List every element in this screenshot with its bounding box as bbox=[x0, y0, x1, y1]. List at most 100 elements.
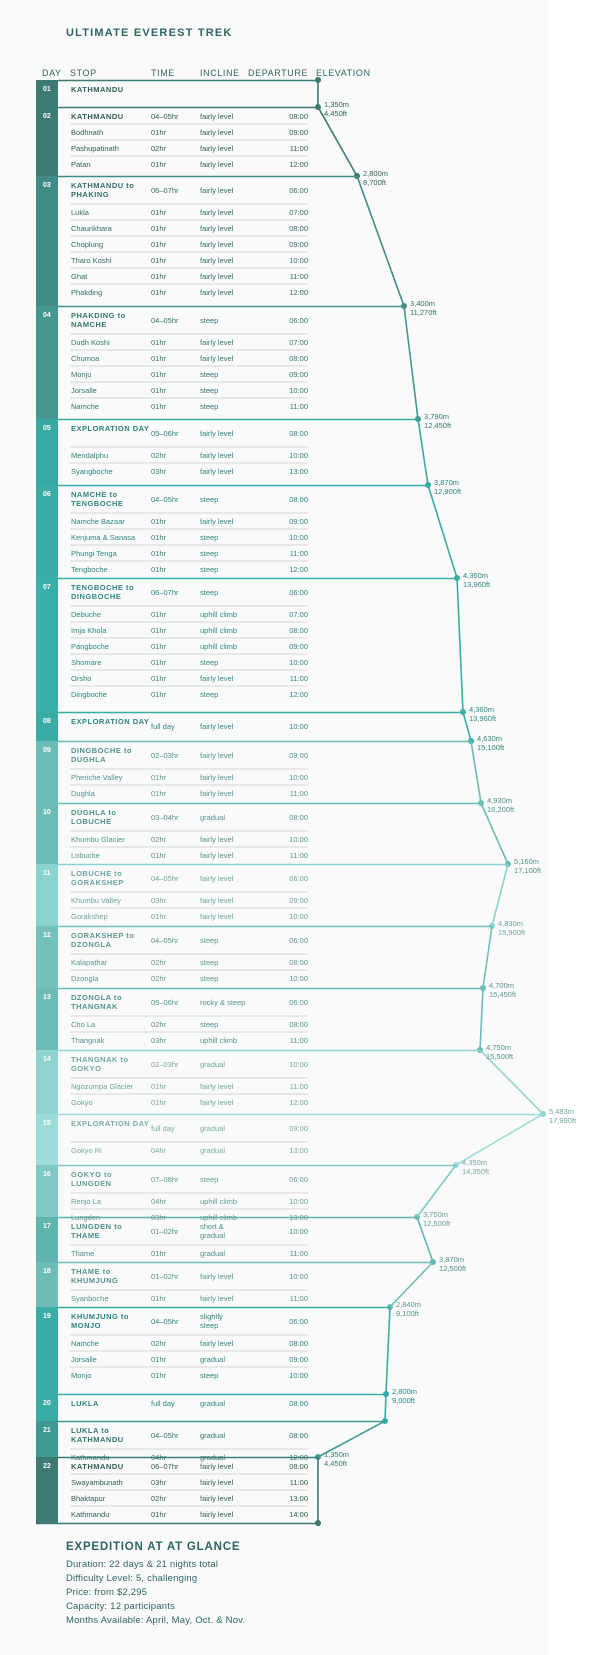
stop-time: 02hr bbox=[151, 958, 167, 967]
stop-incline: steep bbox=[200, 936, 219, 945]
day-bar bbox=[36, 1421, 58, 1457]
stop-time: 05–06hr bbox=[151, 429, 179, 438]
stop-departure: 10:00 bbox=[289, 386, 308, 395]
day-route-title: THAME to KHUMJUNG bbox=[71, 1267, 119, 1285]
stop-name: Phakding bbox=[71, 288, 103, 297]
elevation-meters: 5,483m bbox=[549, 1107, 575, 1116]
stop-name: Bodhnath bbox=[71, 128, 104, 137]
stop-incline: steep bbox=[200, 549, 219, 558]
day-route-title: KATHMANDU bbox=[71, 112, 124, 121]
stop-time: 01hr bbox=[151, 642, 167, 651]
day-bar bbox=[36, 712, 58, 741]
stop-departure: 09:00 bbox=[289, 517, 308, 526]
day-number: 11 bbox=[43, 870, 51, 877]
stop-time: 01hr bbox=[151, 789, 167, 798]
stop-departure: 11:00 bbox=[289, 674, 308, 683]
stop-time: 01hr bbox=[151, 773, 167, 782]
day-number: 09 bbox=[43, 747, 51, 754]
stop-incline: fairly level bbox=[200, 224, 234, 233]
stop-departure: 14:00 bbox=[289, 1510, 308, 1519]
elevation-feet: 15,900ft bbox=[498, 927, 526, 937]
stop-departure: 09:00 bbox=[289, 1124, 308, 1133]
stop-incline: fairly level bbox=[200, 354, 234, 363]
stop-name: Namche Bazaar bbox=[71, 517, 125, 526]
stop-incline: short & gradual bbox=[200, 1222, 226, 1240]
elevation-feet: 9,000ft bbox=[392, 1395, 415, 1405]
stop-name: Imja Khola bbox=[71, 626, 107, 635]
stop-time: 01hr bbox=[151, 1371, 167, 1380]
stop-incline: fairly level bbox=[200, 912, 234, 921]
stop-departure: 10:00 bbox=[289, 1272, 308, 1281]
route-segment bbox=[403, 305, 419, 420]
stop-time: 01hr bbox=[151, 370, 167, 379]
stop-departure: 13:00 bbox=[289, 1494, 308, 1503]
stop-time: 04–05hr bbox=[151, 316, 179, 325]
day-route-title: DINGBOCHE to DUGHLA bbox=[71, 746, 132, 764]
glance-duration: Duration: 22 days & 21 nights total bbox=[66, 1559, 219, 1570]
stop-time: 06–07hr bbox=[151, 588, 179, 597]
stop-departure: 11:00 bbox=[289, 272, 308, 281]
stop-name: Lukla bbox=[71, 208, 89, 217]
route-segment bbox=[416, 1216, 434, 1263]
header-day: DAY bbox=[42, 68, 62, 78]
elevation-feet: 12,500ft bbox=[439, 1263, 467, 1273]
stop-incline: fairly level bbox=[200, 773, 234, 782]
stop-incline: fairly level bbox=[200, 144, 234, 153]
stop-departure: 06:00 bbox=[289, 1317, 308, 1326]
stop-incline: steep bbox=[200, 1020, 219, 1029]
stop-name: Debuche bbox=[71, 610, 102, 619]
stop-incline: gradual bbox=[200, 1355, 226, 1364]
stop-departure: 08:00 bbox=[289, 958, 308, 967]
day-route-title: LUNGDEN to THAME bbox=[71, 1222, 123, 1240]
stop-incline: fairly level bbox=[200, 851, 234, 860]
route-segment bbox=[317, 106, 358, 177]
day-bar bbox=[36, 1217, 58, 1262]
stop-time: 06–07hr bbox=[151, 186, 179, 195]
elevation-label: 4,630m 15,100ft bbox=[477, 734, 504, 752]
stop-departure: 10:00 bbox=[289, 974, 308, 983]
elevation-meters: 2,840m bbox=[396, 1300, 422, 1309]
stop-name: Bhaktapur bbox=[71, 1494, 106, 1503]
stop-name: Lungden bbox=[71, 1213, 101, 1222]
stop-name: Ghat bbox=[71, 272, 88, 281]
stop-name: Namche bbox=[71, 1339, 99, 1348]
stop-incline: steep bbox=[200, 690, 219, 699]
route-segment bbox=[317, 1420, 386, 1458]
stop-incline: fairly level bbox=[200, 160, 234, 169]
header-time: TIME bbox=[151, 68, 175, 78]
stop-incline: slightly steep bbox=[200, 1312, 223, 1330]
elevation-meters: 4,830m bbox=[498, 919, 524, 928]
stop-time: 01hr bbox=[151, 1294, 167, 1303]
day-bar bbox=[36, 107, 58, 176]
stop-name: Dzongla bbox=[71, 974, 99, 983]
day-route-title: KATHMANDU bbox=[71, 85, 124, 94]
stop-time: 04hr bbox=[151, 1197, 167, 1206]
stop-incline: steep bbox=[200, 658, 219, 667]
elevation-meters: 4,360m bbox=[469, 705, 495, 714]
stop-name: Swayambunath bbox=[71, 1478, 123, 1487]
day-number: 14 bbox=[43, 1056, 51, 1063]
stop-departure: 06:00 bbox=[289, 936, 308, 945]
stop-departure: 11:00 bbox=[289, 144, 308, 153]
stop-time: 02–03hr bbox=[151, 751, 179, 760]
stop-incline: steep bbox=[200, 402, 219, 411]
route-segment bbox=[479, 1049, 544, 1115]
stop-incline: steep bbox=[200, 316, 219, 325]
page-title: ULTIMATE EVEREST TREK bbox=[66, 27, 233, 39]
stop-departure: 08:00 bbox=[289, 626, 308, 635]
day-bar bbox=[36, 485, 58, 578]
elevation-label: 3,750m 12,500ft bbox=[423, 1210, 450, 1228]
stop-incline: steep bbox=[200, 974, 219, 983]
day-route-title: LUKLA bbox=[71, 1399, 99, 1408]
day-number: 04 bbox=[43, 312, 51, 319]
stop-name: Cho La bbox=[71, 1020, 96, 1029]
elevation-meters: 3,400m bbox=[410, 299, 436, 308]
day-number: 21 bbox=[43, 1427, 51, 1434]
stop-name: Dughla bbox=[71, 789, 95, 798]
stop-departure: 11:00 bbox=[289, 851, 308, 860]
day-number: 01 bbox=[43, 86, 51, 93]
glance-difficulty: Difficulty Level: 5, challenging bbox=[66, 1573, 198, 1584]
stop-incline: fairly level bbox=[200, 240, 234, 249]
stop-incline: fairly level bbox=[200, 722, 234, 731]
